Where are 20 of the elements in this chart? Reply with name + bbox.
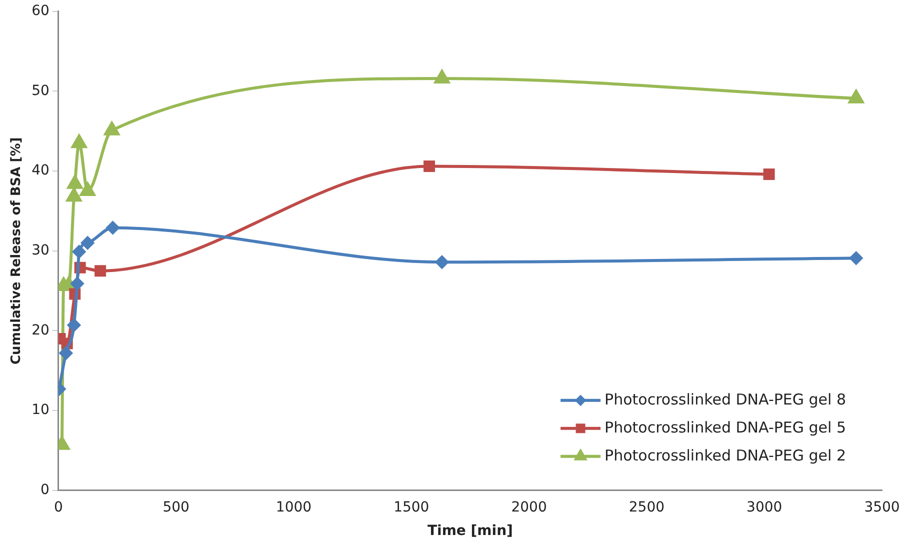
y-tick-label: 10 [32, 402, 50, 418]
legend-label: Photocrosslinked DNA-PEG gel 2 [604, 446, 846, 464]
y-axis-title: Cumulative Release of BSA [%] [9, 137, 24, 364]
y-tick-label: 40 [32, 162, 50, 179]
x-tick-label: 3500 [864, 499, 900, 516]
x-tick-label: 1000 [276, 499, 312, 516]
x-tick-label: 0 [54, 499, 63, 516]
y-tick-label: 0 [40, 482, 50, 498]
x-axis-title: Time [min] [427, 523, 513, 540]
y-tick-label: 60 [32, 3, 50, 20]
x-tick-label: 2000 [511, 499, 547, 516]
x-tick-label: 1500 [394, 499, 430, 516]
legend-label: Photocrosslinked DNA-PEG gel 8 [604, 390, 846, 408]
y-tick-label: 30 [32, 242, 50, 259]
y-tick-label: 50 [32, 82, 50, 99]
x-tick-label: 500 [162, 499, 190, 516]
y-tick-label: 20 [32, 322, 50, 338]
legend-label: Photocrosslinked DNA-PEG gel 5 [604, 418, 846, 436]
x-tick-label: 2500 [628, 499, 665, 516]
x-tick-label: 3000 [746, 499, 782, 516]
